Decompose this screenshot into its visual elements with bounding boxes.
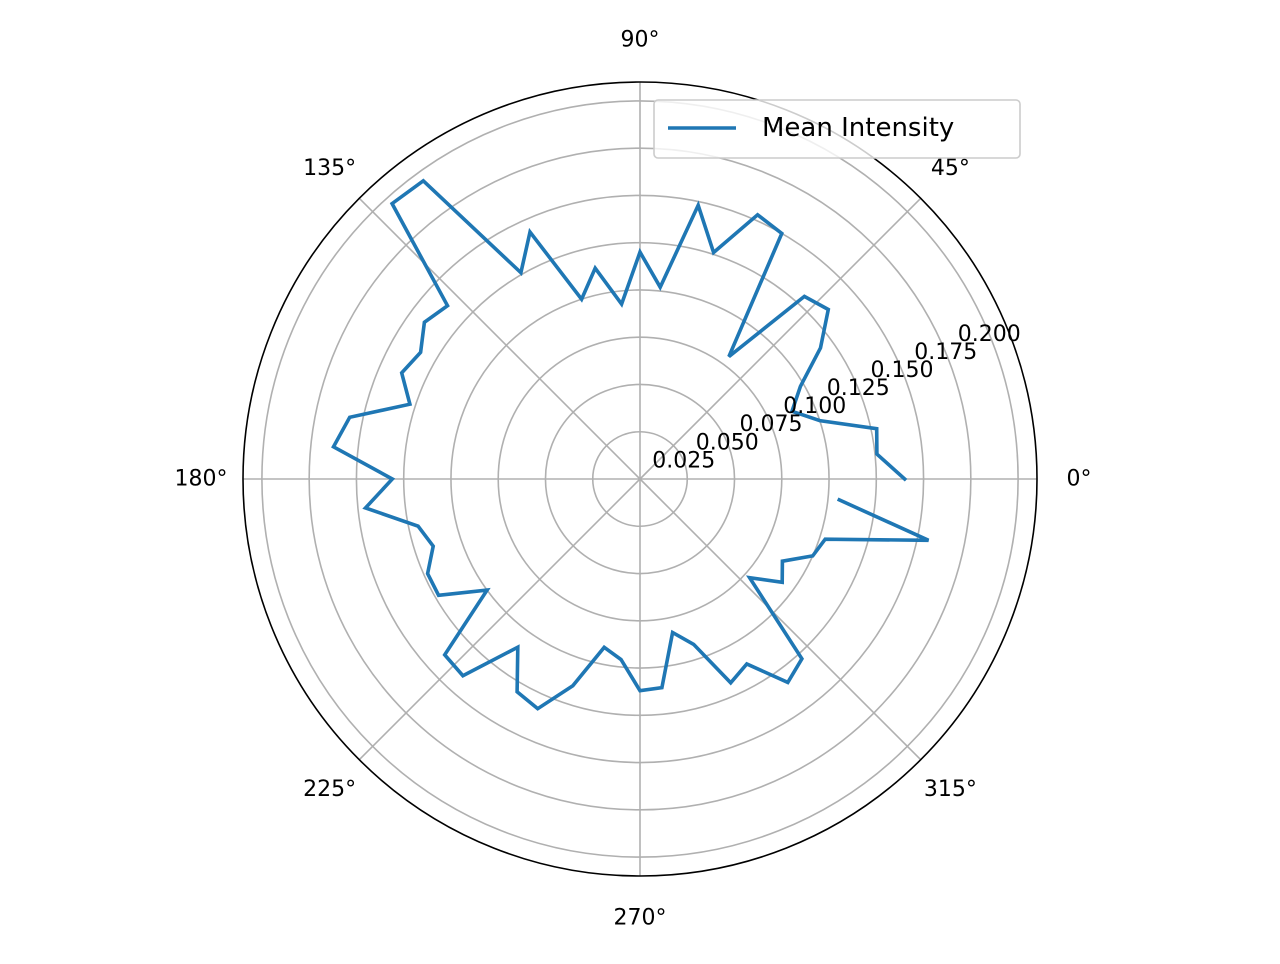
legend-label: Mean Intensity: [762, 113, 954, 143]
angular-gridline: [640, 479, 921, 760]
angle-tick-label: 135°: [303, 156, 356, 181]
angle-tick-label: 0°: [1067, 467, 1092, 492]
angle-tick-label: 315°: [924, 777, 977, 802]
series-layer: [333, 181, 928, 709]
legend: Mean Intensity: [654, 100, 1020, 158]
angle-tick-label: 270°: [614, 906, 667, 931]
radial-tick-label: 0.200: [958, 322, 1021, 347]
series-line: [334, 181, 929, 709]
angle-tick-label: 180°: [175, 467, 228, 492]
angle-tick-label: 90°: [621, 28, 660, 53]
angle-tick-label: 45°: [931, 156, 970, 181]
angle-tick-label: 225°: [303, 777, 356, 802]
angular-gridline: [359, 198, 640, 479]
grid-layer: [243, 82, 1037, 876]
